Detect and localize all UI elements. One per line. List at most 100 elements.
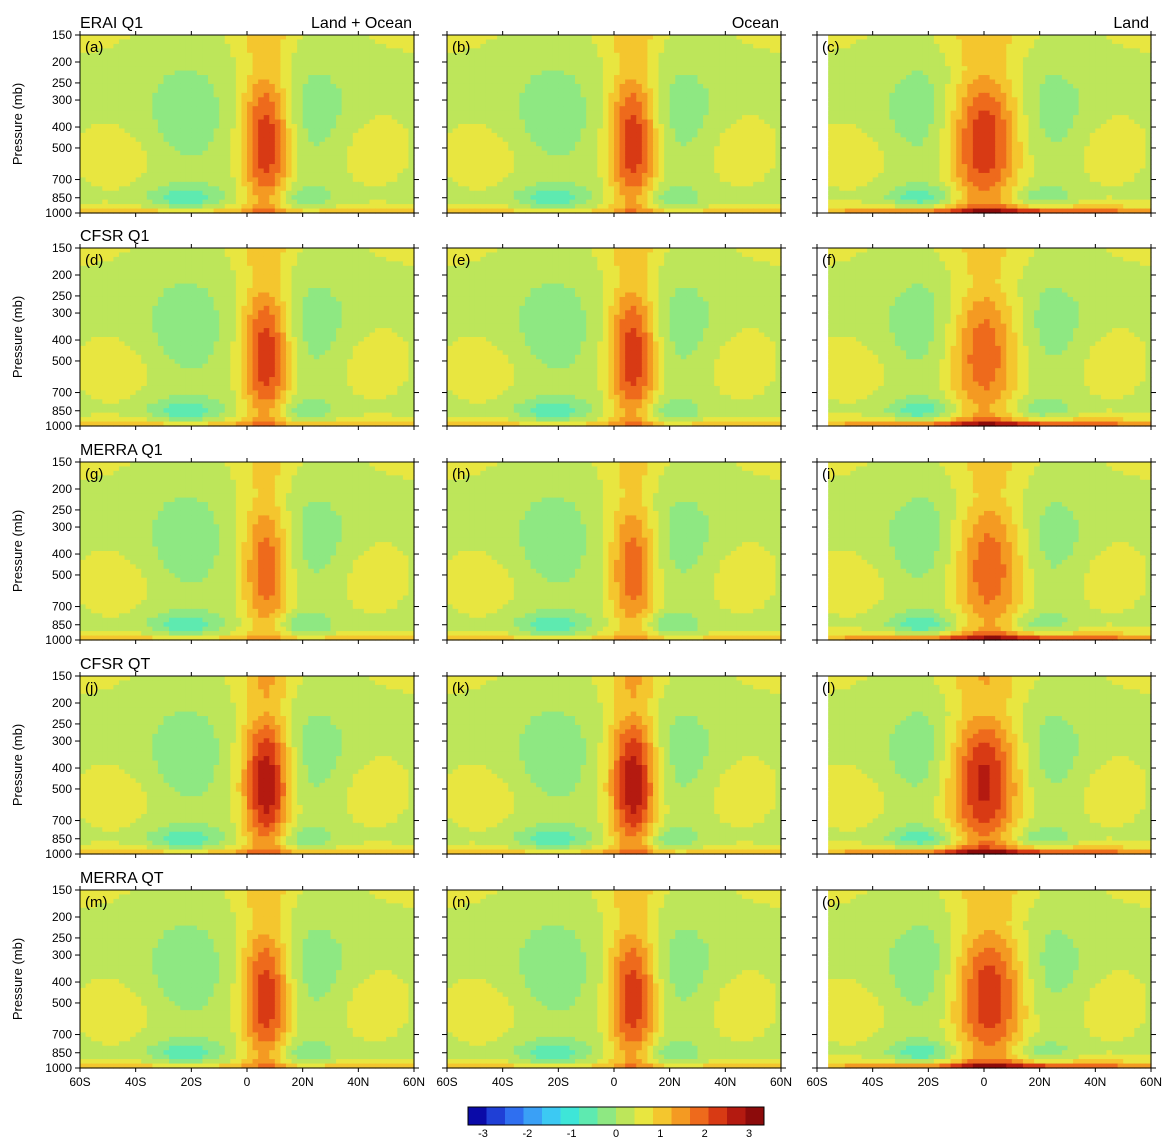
heatmap-cell xyxy=(91,102,97,107)
heatmap-cell xyxy=(286,146,292,151)
heatmap-cell xyxy=(358,137,364,142)
heatmap-cell xyxy=(331,71,337,76)
heatmap-cell xyxy=(664,84,670,89)
heatmap-cell xyxy=(80,200,86,205)
heatmap-cell xyxy=(180,204,186,209)
heatmap-cell xyxy=(158,102,164,107)
heatmap-cell xyxy=(91,111,97,116)
heatmap-cell xyxy=(113,128,119,133)
heatmap-cell xyxy=(236,53,242,58)
heatmap-cell xyxy=(202,191,208,196)
heatmap-cell xyxy=(247,173,253,178)
heatmap-cell xyxy=(141,62,147,67)
heatmap-cell xyxy=(275,84,281,89)
heatmap-cell xyxy=(186,146,192,151)
heatmap-cell xyxy=(152,137,158,142)
heatmap-cell xyxy=(152,75,158,80)
heatmap-cell xyxy=(381,71,387,76)
heatmap-cell xyxy=(392,155,398,160)
heatmap-cell xyxy=(97,93,103,98)
heatmap-cell xyxy=(492,53,498,58)
heatmap-cell xyxy=(275,195,281,200)
heatmap-cell xyxy=(119,102,125,107)
heatmap-cell xyxy=(269,186,275,191)
heatmap-cell xyxy=(475,62,481,67)
heatmap-cell xyxy=(258,35,264,40)
heatmap-cell xyxy=(709,71,715,76)
heatmap-cell xyxy=(581,84,587,89)
heatmap-cell xyxy=(486,97,492,102)
heatmap-cell xyxy=(308,124,314,129)
heatmap-cell xyxy=(308,173,314,178)
heatmap-cell xyxy=(258,191,264,196)
heatmap-cell xyxy=(130,39,136,44)
heatmap-cell xyxy=(353,169,359,174)
heatmap-cell xyxy=(369,146,375,151)
heatmap-cell xyxy=(331,173,337,178)
heatmap-cell xyxy=(214,151,220,156)
heatmap-cell xyxy=(225,97,231,102)
heatmap-cell xyxy=(297,137,303,142)
heatmap-cell xyxy=(186,88,192,93)
heatmap-cell xyxy=(86,137,92,142)
heatmap-cell xyxy=(141,93,147,98)
heatmap-cell xyxy=(358,111,364,116)
heatmap-cell xyxy=(369,200,375,205)
heatmap-cell xyxy=(681,62,687,67)
heatmap-cell xyxy=(403,151,409,156)
heatmap-cell xyxy=(698,71,704,76)
heatmap-cell xyxy=(714,75,720,80)
heatmap-cell xyxy=(397,128,403,133)
heatmap-cell xyxy=(175,111,181,116)
heatmap-cell xyxy=(136,71,142,76)
heatmap-cell xyxy=(241,88,247,93)
heatmap-cell xyxy=(169,88,175,93)
heatmap-cell xyxy=(770,93,776,98)
heatmap-cell xyxy=(458,93,464,98)
heatmap-cell xyxy=(202,169,208,174)
heatmap-cell xyxy=(147,62,153,67)
heatmap-cell xyxy=(314,84,320,89)
heatmap-cell xyxy=(698,44,704,49)
heatmap-cell xyxy=(308,39,314,44)
heatmap-cell xyxy=(748,75,754,80)
heatmap-cell xyxy=(614,35,620,40)
heatmap-cell xyxy=(748,71,754,76)
heatmap-cell xyxy=(759,88,765,93)
heatmap-cell xyxy=(253,88,259,93)
heatmap-cell xyxy=(297,204,303,209)
heatmap-cell xyxy=(280,151,286,156)
heatmap-cell xyxy=(381,200,387,205)
heatmap-cell xyxy=(164,120,170,125)
heatmap-cell xyxy=(247,137,253,142)
heatmap-cell xyxy=(136,151,142,156)
heatmap-cell xyxy=(469,75,475,80)
heatmap-cell xyxy=(314,120,320,125)
heatmap-cell xyxy=(225,35,231,40)
heatmap-cell xyxy=(703,35,709,40)
heatmap-cell xyxy=(169,173,175,178)
heatmap-cell xyxy=(725,93,731,98)
heatmap-cell xyxy=(258,146,264,151)
heatmap-cell xyxy=(480,93,486,98)
heatmap-cell xyxy=(108,128,114,133)
heatmap-cell xyxy=(675,71,681,76)
heatmap-cell xyxy=(191,191,197,196)
heatmap-cell xyxy=(314,111,320,116)
heatmap-cell xyxy=(403,128,409,133)
heatmap-cell xyxy=(292,53,298,58)
heatmap-cell xyxy=(152,102,158,107)
heatmap-cell xyxy=(269,133,275,138)
heatmap-cell xyxy=(381,62,387,67)
heatmap-cell xyxy=(486,84,492,89)
heatmap-cell xyxy=(130,160,136,165)
heatmap-cell xyxy=(186,106,192,111)
heatmap-cell xyxy=(264,160,270,165)
heatmap-cell xyxy=(331,44,337,49)
heatmap-cell xyxy=(358,160,364,165)
heatmap-cell xyxy=(225,106,231,111)
heatmap-cell xyxy=(714,88,720,93)
heatmap-cell xyxy=(392,120,398,125)
heatmap-cell xyxy=(175,204,181,209)
heatmap-cell xyxy=(264,53,270,58)
